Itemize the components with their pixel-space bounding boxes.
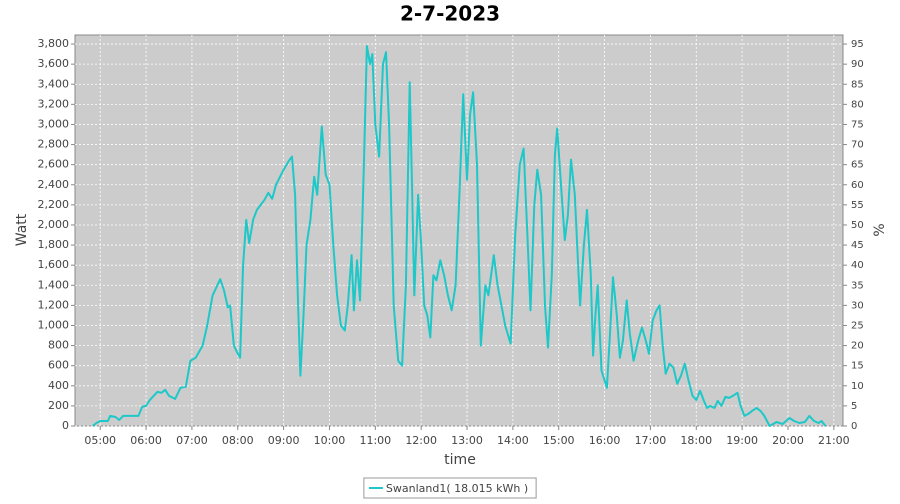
y2-tick-label: 30 [851,300,864,311]
y2-tick-label: 15 [851,361,864,372]
x-tick-label: 08:00 [222,434,254,447]
chart-title: 2-7-2023 [400,2,500,26]
x-tick-label: 14:00 [497,434,529,447]
y-tick-label: 2,400 [38,178,70,191]
y2-tick-label: 55 [851,200,864,211]
x-axis-label: time [444,452,476,468]
y2-tick-label: 95 [851,39,864,50]
x-tick-label: 09:00 [268,434,300,447]
y2-tick-label: 75 [851,119,864,130]
y2-tick-label: 0 [851,421,857,432]
y2-tick-label: 20 [851,341,864,352]
y-tick-label: 600 [48,359,69,372]
x-tick-label: 13:00 [451,434,483,447]
y2-tick-label: 25 [851,320,864,331]
y-tick-label: 3,600 [38,57,70,70]
x-tick-label: 17:00 [635,434,667,447]
x-tick-label: 16:00 [589,434,621,447]
x-tick-label: 12:00 [405,434,437,447]
legend-box [363,477,537,499]
y2-tick-label: 40 [851,260,864,271]
x-tick-label: 19:00 [726,434,758,447]
y-tick-label: 3,800 [38,37,70,50]
y-tick-label: 0 [62,419,69,432]
y-tick-label: 3,200 [38,97,70,110]
y-tick-label: 2,800 [38,138,70,151]
y-tick-label: 2,200 [38,198,70,211]
x-tick-label: 18:00 [680,434,712,447]
y2-tick-label: 85 [851,79,864,90]
y2-tick-label: 90 [851,59,864,70]
y2-tick-label: 70 [851,140,864,151]
y-tick-label: 2,000 [38,218,70,231]
y-tick-label: 1,000 [38,318,70,331]
y2-tick-label: 80 [851,99,864,110]
y2-tick-label: 35 [851,280,864,291]
legend-label: Swanland1( 18.015 kWh ) [386,482,528,495]
y-tick-label: 3,000 [38,117,70,130]
x-tick-label: 15:00 [543,434,575,447]
x-tick-label: 20:00 [772,434,804,447]
y2-tick-label: 5 [851,401,857,412]
x-tick-label: 05:00 [84,434,116,447]
y2-tick-label: 50 [851,220,864,231]
y-tick-label: 1,400 [38,278,70,291]
y2-tick-label: 60 [851,180,864,191]
y-tick-label: 1,800 [38,238,70,251]
y-axis-label: Watt [14,213,30,246]
x-tick-label: 21:00 [818,434,850,447]
y-tick-label: 2,600 [38,158,70,171]
y-tick-label: 400 [48,379,69,392]
x-tick-label: 07:00 [176,434,208,447]
legend: Swanland1( 18.015 kWh ) [363,477,537,499]
plot-area [74,34,844,427]
y-tick-label: 1,200 [38,298,70,311]
x-tick-label: 11:00 [359,434,391,447]
x-tick-label: 06:00 [130,434,162,447]
y2-tick-label: 10 [851,381,864,392]
series-line [91,45,827,427]
y2-axis-label: % [872,223,888,236]
y-tick-label: 800 [48,339,69,352]
y-tick-label: 3,400 [38,77,70,90]
y-tick-label: 200 [48,399,69,412]
y2-tick-label: 65 [851,160,864,171]
x-tick-label: 10:00 [314,434,346,447]
y-tick-label: 1,600 [38,258,70,271]
y2-tick-label: 45 [851,240,864,251]
